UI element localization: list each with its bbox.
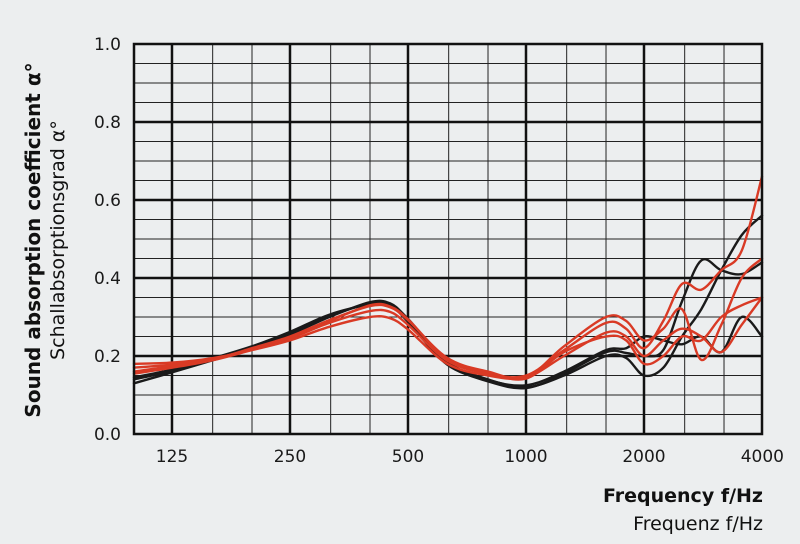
x-tick-label: 4000 bbox=[741, 447, 784, 467]
plot-frame bbox=[132, 42, 764, 436]
x-axis-label-secondary: Frequenz f/Hz bbox=[633, 513, 763, 535]
x-tick-label: 250 bbox=[274, 447, 306, 467]
series-line-red-7 bbox=[132, 296, 764, 381]
y-tick-label: 0.8 bbox=[94, 113, 121, 133]
x-tick-labels: 125 250 500 1000 2000 4000 bbox=[156, 447, 784, 467]
y-tick-label: 0.6 bbox=[94, 191, 121, 211]
x-tick-label: 500 bbox=[392, 447, 424, 467]
minor-gridlines bbox=[134, 44, 762, 434]
x-tick-label: 2000 bbox=[622, 447, 665, 467]
series-layer bbox=[132, 175, 764, 390]
y-tick-labels: 0.0 0.2 0.4 0.6 0.8 1.0 bbox=[94, 35, 121, 445]
major-gridlines bbox=[134, 44, 762, 434]
y-tick-label: 0.2 bbox=[94, 347, 121, 367]
x-tick-label: 125 bbox=[156, 447, 188, 467]
y-axis-title-secondary: Schallabsorptionsgrad α° bbox=[47, 120, 69, 360]
y-axis-label: Sound absorption coefficient α° bbox=[21, 62, 45, 417]
y-tick-label: 0.4 bbox=[94, 269, 121, 289]
y-tick-label: 1.0 bbox=[94, 35, 121, 55]
y-axis-label-secondary: Schallabsorptionsgrad α° bbox=[47, 120, 69, 360]
y-tick-label: 0.0 bbox=[94, 425, 121, 445]
x-axis-label: Frequency f/Hz bbox=[603, 485, 763, 507]
x-tick-label: 1000 bbox=[504, 447, 547, 467]
series-line-black-3 bbox=[132, 302, 764, 387]
series-line-black-2 bbox=[132, 258, 764, 390]
y-axis-title: Sound absorption coefficient α° bbox=[21, 62, 45, 417]
